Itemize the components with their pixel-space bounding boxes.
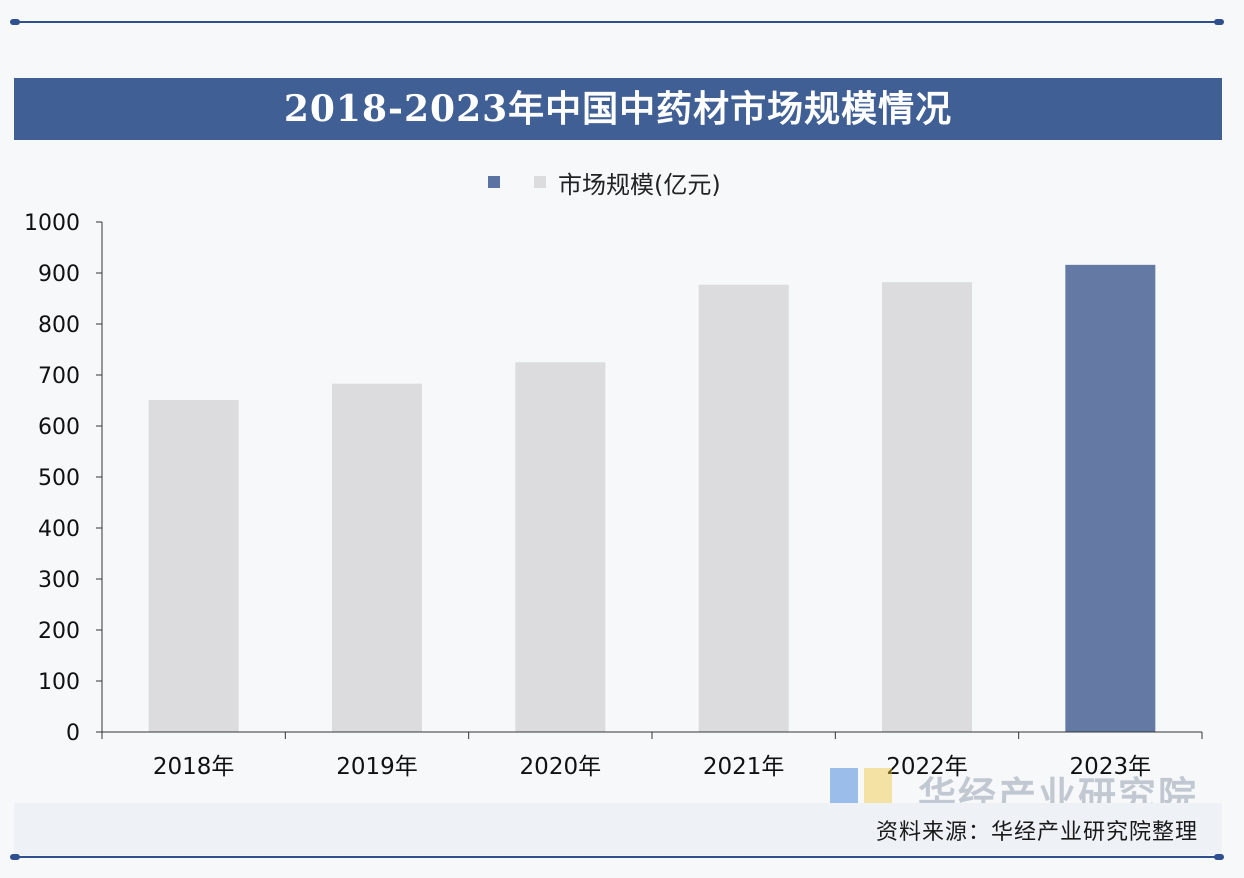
x-tick-labels: 2018年 2019年 2020年 2021年 2022年 2023年 bbox=[153, 754, 1151, 780]
x-tick-label-4: 2022年 bbox=[886, 754, 968, 780]
page-title: 2018-2023年中国中药材市场规模情况 bbox=[283, 88, 953, 130]
bar-1 bbox=[332, 383, 422, 732]
axes-group bbox=[96, 221, 1203, 739]
y-tick-label-10: 1000 bbox=[24, 211, 80, 236]
legend-swatch-series bbox=[534, 176, 546, 188]
y-tick-label-8: 800 bbox=[38, 313, 80, 338]
x-tick-label-2: 2020年 bbox=[520, 754, 602, 780]
x-tick-label-3: 2021年 bbox=[703, 754, 785, 780]
y-tick-label-6: 600 bbox=[38, 415, 80, 440]
top-rule-right-cap bbox=[1214, 19, 1224, 25]
bottom-rule-left-cap bbox=[10, 854, 20, 860]
bottom-rule-right-cap bbox=[1214, 854, 1224, 860]
top-rule-left-cap bbox=[10, 19, 20, 25]
x-tick-label-1: 2019年 bbox=[336, 754, 418, 780]
bar-4 bbox=[882, 282, 972, 732]
y-tick-label-1: 100 bbox=[38, 670, 80, 695]
bar-3 bbox=[698, 284, 789, 732]
bars-group bbox=[148, 264, 1156, 732]
source-note: 资料来源：华经产业研究院整理 bbox=[875, 820, 1198, 845]
y-tick-label-0: 0 bbox=[66, 721, 80, 746]
bottom-rule bbox=[14, 856, 1222, 858]
y-tick-label-4: 400 bbox=[38, 517, 80, 542]
y-tick-label-2: 200 bbox=[38, 619, 80, 644]
legend-label: 市场规模(亿元) bbox=[558, 170, 721, 199]
x-tick-label-0: 2018年 bbox=[153, 754, 235, 780]
title-band: 2018-2023年中国中药材市场规模情况 bbox=[14, 78, 1222, 140]
top-rule bbox=[14, 21, 1222, 23]
bar-0 bbox=[148, 399, 239, 732]
legend-swatch-highlight bbox=[488, 176, 500, 188]
y-tick-label-7: 700 bbox=[38, 364, 80, 389]
y-tick-label-3: 300 bbox=[38, 568, 80, 593]
source-band bbox=[14, 803, 1222, 855]
legend: 市场规模(亿元) bbox=[488, 166, 721, 199]
y-tick-labels: 0 100 200 300 400 500 600 700 800 900 1000 bbox=[24, 211, 80, 746]
bar-5 bbox=[1065, 264, 1156, 732]
y-tick-label-9: 900 bbox=[38, 262, 80, 287]
y-tick-label-5: 500 bbox=[38, 466, 80, 491]
bar-2 bbox=[515, 362, 606, 732]
x-tick-label-5: 2023年 bbox=[1070, 754, 1152, 780]
